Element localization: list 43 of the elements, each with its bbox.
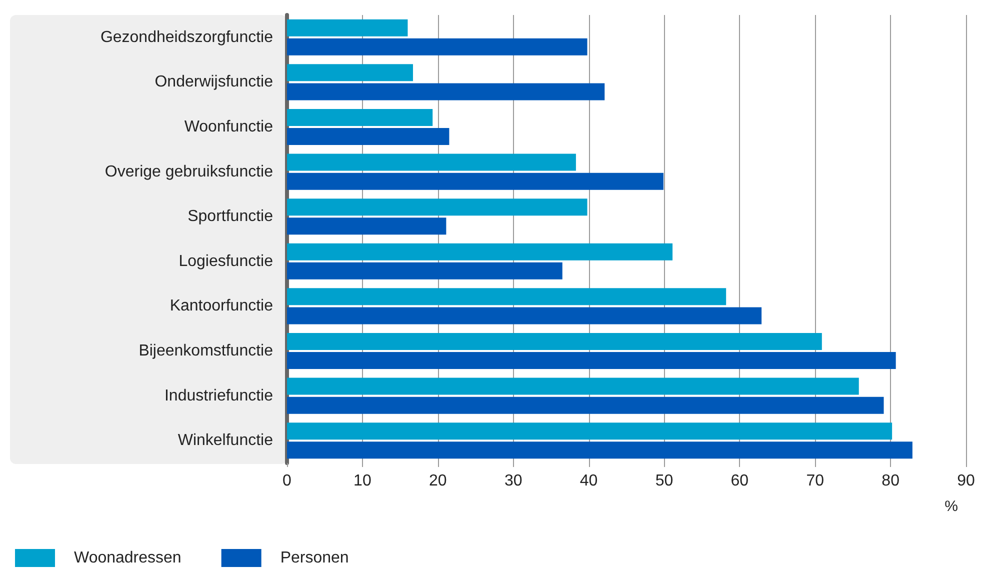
bar: [287, 378, 859, 395]
y-tick-label: Woonfunctie: [184, 118, 274, 136]
x-tick-label: 80: [882, 472, 900, 490]
y-tick-label: Industriefunctie: [164, 387, 274, 404]
bar: [287, 64, 413, 82]
y-tick-label: Logiesfunctie: [178, 252, 274, 270]
bar: [287, 128, 450, 146]
x-tick-label: 30: [504, 472, 522, 490]
bar: [287, 154, 576, 171]
x-tick-label: 50: [655, 472, 674, 490]
x-tick-label: 70: [806, 472, 824, 490]
legend-label: Personen: [280, 550, 349, 566]
y-tick-label: Kantoorfunctie: [170, 298, 274, 315]
bar: [287, 442, 912, 459]
bar: [287, 243, 673, 260]
y-tick-label: Sportfunctie: [188, 208, 274, 226]
bar: [287, 19, 408, 36]
x-tick-label: 20: [428, 472, 447, 490]
bar: [287, 307, 762, 324]
bar: [287, 198, 588, 216]
y-tick-label: Onderwijsfunctie: [154, 74, 274, 91]
y-tick-label: Winkelfunctie: [178, 432, 274, 450]
bar: [287, 38, 588, 56]
bar: [287, 172, 664, 190]
y-tick-label: Overige gebruiksfunctie: [104, 163, 274, 180]
bar: [287, 332, 822, 350]
x-axis-title: %: [944, 498, 958, 515]
bar: [287, 218, 446, 235]
y-tick-label: Bijeenkomstfunctie: [138, 342, 274, 360]
bar: [287, 352, 896, 370]
bar: [287, 288, 726, 306]
bar: [287, 422, 892, 440]
bar: [287, 108, 433, 126]
bar: [287, 262, 562, 280]
x-tick-label: 90: [957, 472, 975, 490]
x-tick-label: 40: [580, 472, 598, 490]
bar: [287, 83, 605, 100]
x-tick-label: 0: [282, 472, 292, 490]
x-tick-label: 60: [730, 472, 749, 490]
y-tick-label: Gezondheidszorgfunctie: [100, 28, 274, 46]
legend-label: Woonadressen: [74, 550, 182, 566]
x-tick-label: 10: [354, 472, 372, 490]
bar: [287, 396, 884, 414]
